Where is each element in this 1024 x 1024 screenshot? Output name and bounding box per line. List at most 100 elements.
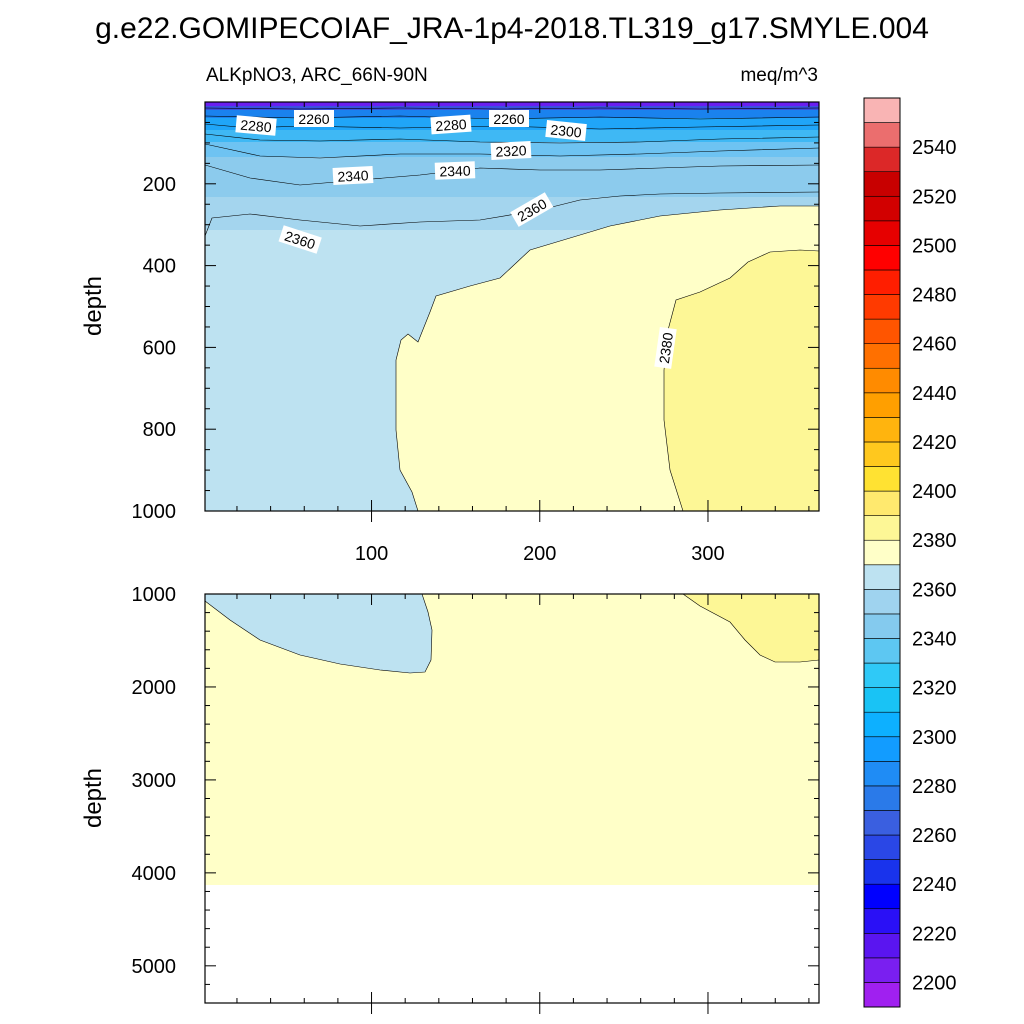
colorbar-label: 2200 (912, 972, 957, 994)
colorbar-swatch (863, 490, 901, 516)
colorbar-label: 2260 (912, 825, 957, 847)
subtitle-left: ALKpNO3, ARC_66N-90N (206, 65, 428, 86)
y-tick-label: 5000 (132, 956, 177, 978)
colorbar-swatch (863, 171, 901, 197)
colorbar-swatch (863, 146, 901, 173)
colorbar (863, 97, 901, 1008)
colorbar-label: 2240 (912, 874, 957, 896)
colorbar-label: 2500 (912, 235, 957, 257)
colorbar-swatch (863, 613, 901, 639)
x-tick-label: 200 (523, 543, 556, 565)
contour-label-text: 2260 (493, 111, 524, 127)
colorbar-label: 2440 (912, 383, 957, 405)
colorbar-label: 2360 (912, 579, 957, 601)
figure-title: g.e22.GOMIPECOIAF_JRA-1p4-2018.TL319_g17… (95, 12, 929, 45)
colorbar-swatch (863, 908, 901, 934)
colorbar-label: 2340 (912, 628, 957, 650)
contour-label: 2340 (332, 165, 374, 186)
band-2400-lower-fill (683, 594, 819, 662)
contour-line-2380-outer (395, 205, 819, 511)
y-tick-label: 600 (143, 337, 176, 359)
colorbar-swatch (863, 367, 901, 394)
x-tick-label: 300 (691, 543, 724, 565)
contour-label-text: 2340 (439, 162, 471, 179)
colorbar-label: 2320 (912, 678, 957, 700)
colorbar-swatch (863, 539, 901, 566)
colorbar-swatch (863, 318, 901, 344)
colorbar-swatch (863, 711, 901, 738)
contour-label: 2320 (490, 140, 532, 161)
colorbar-label: 2300 (912, 727, 957, 749)
upper-y-tick-labels: 200 400 600 800 1000 (132, 174, 177, 523)
contour-line-2360 (205, 191, 819, 237)
contour-label-text: 2300 (550, 121, 583, 140)
colorbar-label: 2460 (912, 334, 957, 356)
colorbar-swatch (863, 97, 901, 123)
colorbar-swatch (863, 687, 901, 713)
colorbar-label: 2540 (912, 137, 957, 159)
y-tick-label: 2000 (132, 677, 177, 699)
colorbar-frame (863, 97, 901, 1008)
contour-label-text: 2380 (656, 331, 676, 364)
lower-axis-ticks (205, 593, 819, 1014)
colorbar-swatch (863, 220, 901, 246)
colorbar-label: 2380 (912, 530, 957, 552)
lower-y-tick-labels: 1000 2000 3000 4000 5000 (132, 584, 177, 978)
colorbar-swatch (863, 564, 901, 590)
contour-line-2300 (205, 133, 819, 144)
lower-contour-lines (205, 594, 819, 674)
colorbar-label: 2480 (912, 285, 957, 307)
x-tick-label: 100 (355, 543, 388, 565)
upper-axis-ticks (205, 101, 819, 522)
colorbar-swatch (863, 466, 901, 492)
contour-label-text: 2280 (435, 116, 467, 134)
band-2360-lower-fill (205, 594, 432, 673)
colorbar-swatch (863, 932, 901, 959)
colorbar-swatch (863, 294, 901, 320)
colorbar-swatch (863, 589, 901, 615)
contour-line-2360-lower (205, 594, 433, 674)
y-tick-label: 200 (143, 174, 176, 196)
colorbar-labels: 2200 2220 2240 2260 2280 2300 2320 2340 2360 2380… (912, 137, 957, 994)
contour-label: 2340 (434, 161, 476, 180)
y-tick-label: 800 (143, 419, 176, 441)
contour-line-2380-lower (682, 594, 819, 663)
colorbar-swatch (863, 343, 901, 369)
subtitle-right: meq/m^3 (740, 65, 818, 86)
y-tick-label: 400 (143, 256, 176, 278)
band-2220-fill (205, 102, 819, 106)
contour-line-2320 (205, 143, 819, 159)
colorbar-swatch (863, 515, 901, 541)
y-tick-label: 4000 (132, 863, 177, 885)
colorbar-swatch (863, 441, 901, 467)
lower-y-axis-label: depth (80, 768, 107, 828)
contour-label: 2300 (545, 119, 587, 142)
colorbar-label: 2520 (912, 186, 957, 208)
colorbar-swatch (863, 269, 901, 295)
colorbar-swatch (863, 761, 901, 787)
colorbar-label: 2420 (912, 432, 957, 454)
contour-label: 2380 (654, 326, 677, 369)
colorbar-swatch (863, 638, 901, 664)
colorbar-swatch (863, 122, 901, 148)
colorbar-swatch (863, 662, 901, 688)
colorbar-swatch (863, 834, 901, 860)
colorbar-swatch (863, 785, 901, 811)
contour-label: 2260 (294, 110, 334, 127)
colorbar-swatch (863, 883, 901, 910)
colorbar-label: 2220 (912, 923, 957, 945)
upper-fill (205, 102, 819, 511)
colorbar-label: 2280 (912, 776, 957, 798)
contour-label-text: 2340 (337, 167, 369, 185)
contour-label: 2280 (430, 114, 472, 135)
contour-line-2240 (205, 107, 819, 110)
contour-line-2340 (205, 164, 819, 186)
colorbar-swatch (863, 957, 901, 983)
lower-panel: 1000 2000 3000 4000 5000 depth (80, 584, 820, 1014)
y-tick-label: 1000 (132, 501, 177, 523)
upper-panel: 2280 2260 2280 2260 2300 2320 (80, 101, 820, 523)
colorbar-swatch (863, 810, 901, 836)
contour-label-text: 2260 (298, 111, 329, 127)
contour-label: 2260 (489, 110, 529, 127)
colorbar-swatch (863, 195, 901, 222)
